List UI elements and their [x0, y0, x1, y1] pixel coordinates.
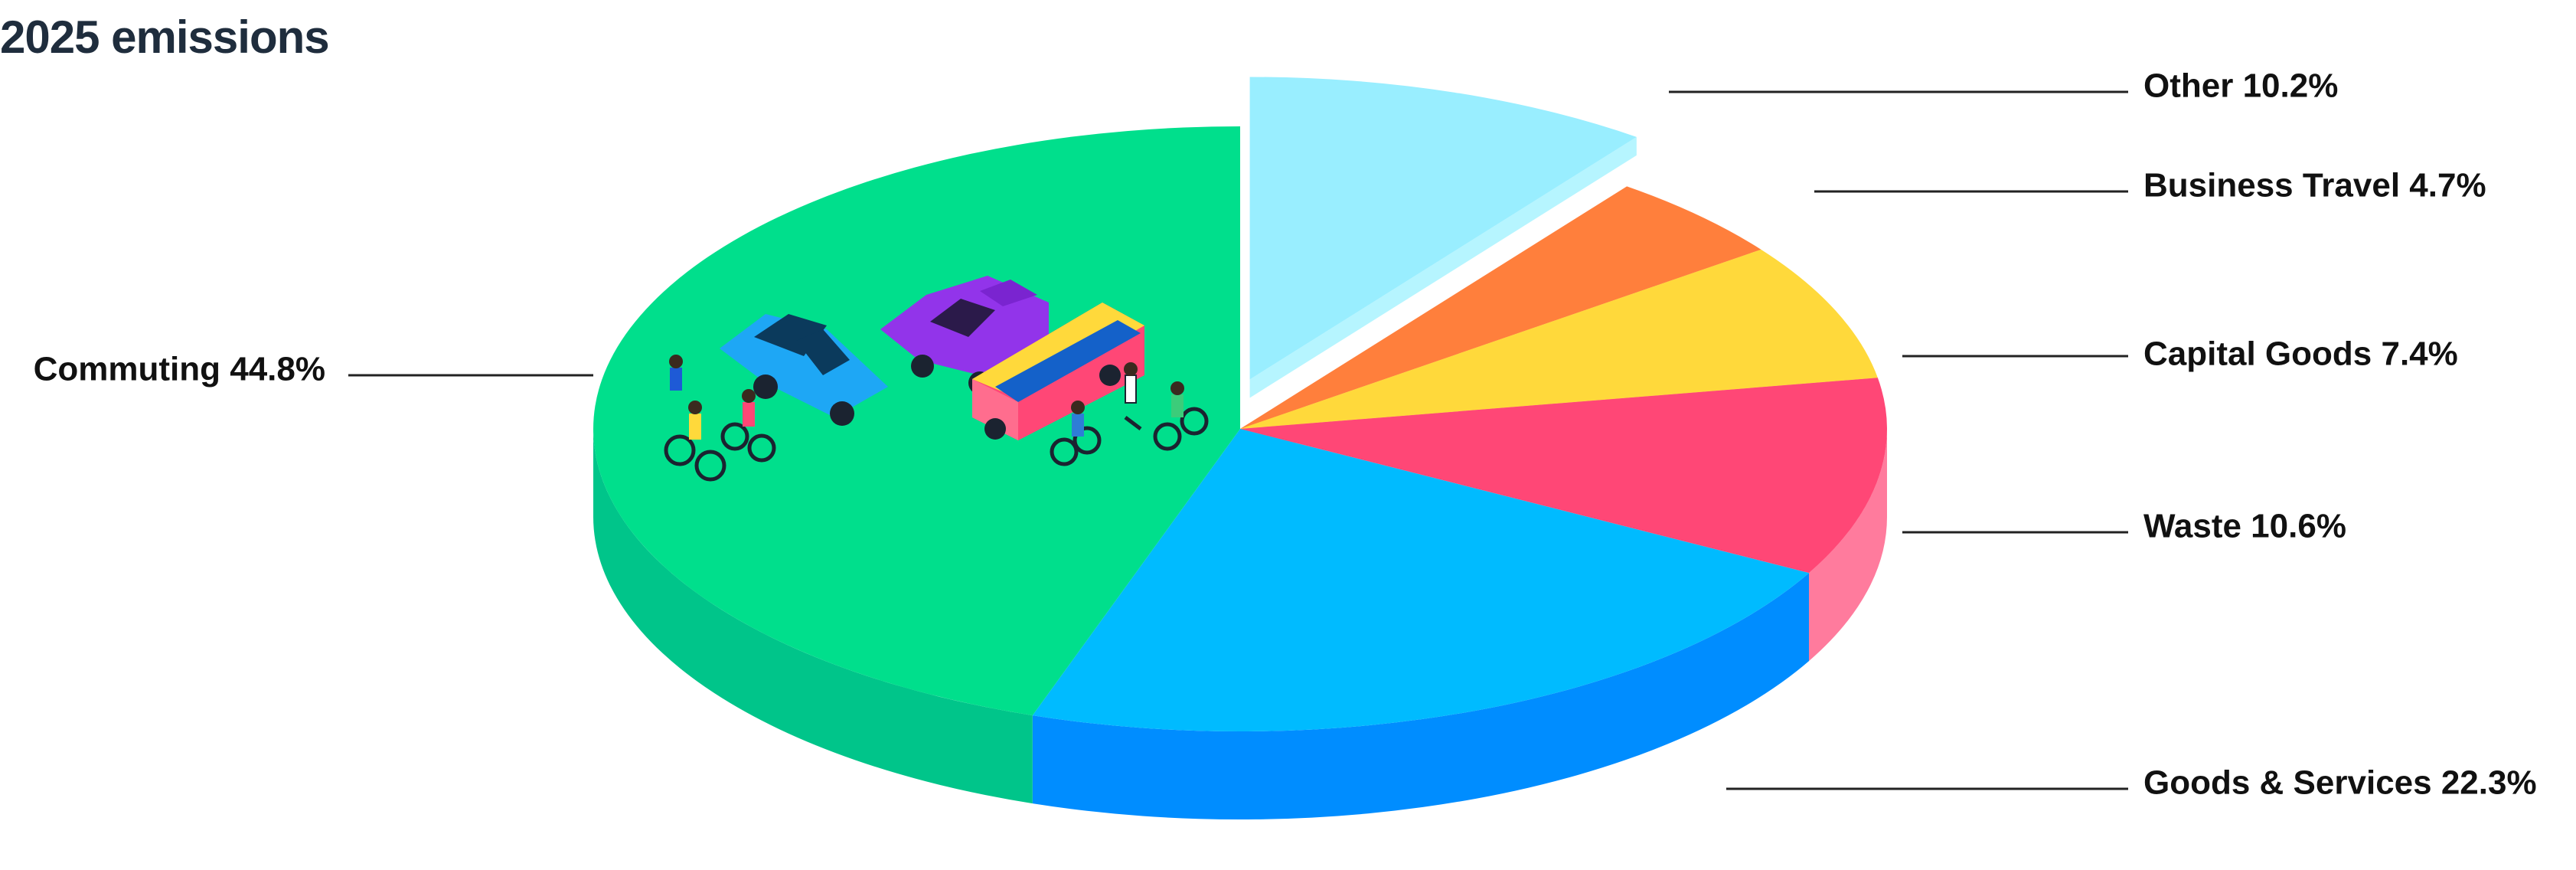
bus-icon	[972, 303, 1144, 440]
slice-labels-group: Other 10.2% Business Travel 4.7% Capital G…	[34, 67, 2537, 802]
slice-side-waste	[1809, 429, 1887, 662]
slice-edge-other	[1249, 136, 1637, 398]
slice-side-goods-and-services	[1032, 573, 1810, 819]
blue-car-icon	[720, 314, 888, 426]
label-other: Other 10.2%	[2143, 67, 2338, 105]
label-waste: Waste 10.6%	[2143, 508, 2346, 545]
label-goods-and-services: Goods & Services 22.3%	[2143, 764, 2537, 802]
chart-title: 2025 emissions	[0, 11, 330, 63]
label-capital-goods: Capital Goods 7.4%	[2143, 335, 2458, 373]
slice-side-commuting	[593, 429, 1033, 804]
slice-capital-goods	[1240, 249, 1878, 429]
slice-other	[1249, 77, 1637, 380]
purple-car-icon	[880, 276, 1049, 394]
riders-icon	[669, 355, 1184, 440]
label-commuting: Commuting 44.8%	[34, 351, 325, 388]
pie-top-group	[593, 77, 1887, 731]
slice-goods-and-services	[1032, 429, 1810, 731]
label-business-travel: Business Travel 4.7%	[2143, 167, 2486, 204]
cyclists-icon	[664, 407, 1209, 482]
vehicles-and-cyclists-icon	[664, 276, 1209, 482]
slice-commuting	[593, 126, 1240, 716]
slice-business-travel	[1240, 186, 1761, 429]
slice-waste	[1240, 378, 1887, 574]
